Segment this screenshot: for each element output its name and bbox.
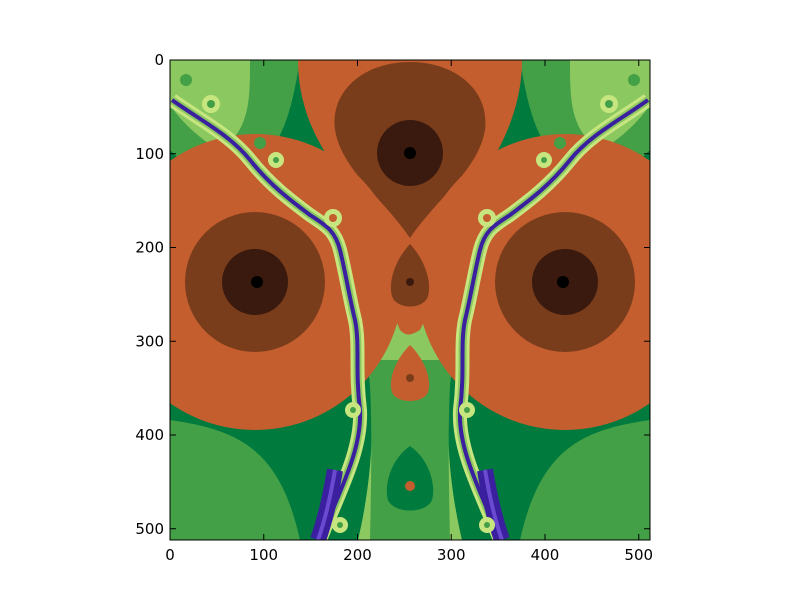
filament-left-bottom-accent bbox=[316, 469, 337, 540]
x-axis: 0 100 200 300 400 500 bbox=[165, 60, 653, 564]
region-lower-light bbox=[170, 420, 300, 540]
axes-frame bbox=[169, 59, 651, 541]
filament-left-core bbox=[170, 98, 363, 540]
x-tick-label: 200 bbox=[343, 546, 372, 564]
basin-center-2 bbox=[390, 345, 430, 401]
basin-center-3 bbox=[386, 446, 434, 511]
x-tick-label: 300 bbox=[437, 546, 466, 564]
y-tick-label: 0 bbox=[154, 51, 164, 69]
y-tick-label: 200 bbox=[135, 239, 164, 257]
x-tick-label: 500 bbox=[624, 546, 653, 564]
y-tick-label: 100 bbox=[135, 145, 164, 163]
basin-center-1 bbox=[390, 244, 430, 307]
heatmap-image bbox=[170, 60, 650, 540]
y-tick-label: 300 bbox=[135, 332, 164, 350]
y-tick-label: 500 bbox=[135, 520, 164, 538]
y-axis: 0 100 200 300 400 500 bbox=[135, 51, 650, 538]
basin-right-core bbox=[557, 276, 569, 288]
y-tick-label: 400 bbox=[135, 426, 164, 444]
x-tick-label: 100 bbox=[249, 546, 278, 564]
filament-bulbs bbox=[180, 74, 640, 533]
filament-right-bottom-accent bbox=[483, 469, 504, 540]
region-lower-light-right bbox=[520, 420, 650, 540]
x-tick-label: 400 bbox=[531, 546, 560, 564]
spot-left-small bbox=[309, 187, 323, 205]
x-tick-label: 0 bbox=[165, 546, 175, 564]
basin-top-core bbox=[404, 147, 416, 159]
basin-center-3-core bbox=[405, 481, 415, 491]
filament-right-core bbox=[457, 98, 650, 540]
basin-center-1-core bbox=[406, 278, 414, 286]
spot-right-small bbox=[497, 187, 511, 205]
basin-center-2-core bbox=[406, 374, 414, 382]
basin-left-core bbox=[251, 276, 263, 288]
